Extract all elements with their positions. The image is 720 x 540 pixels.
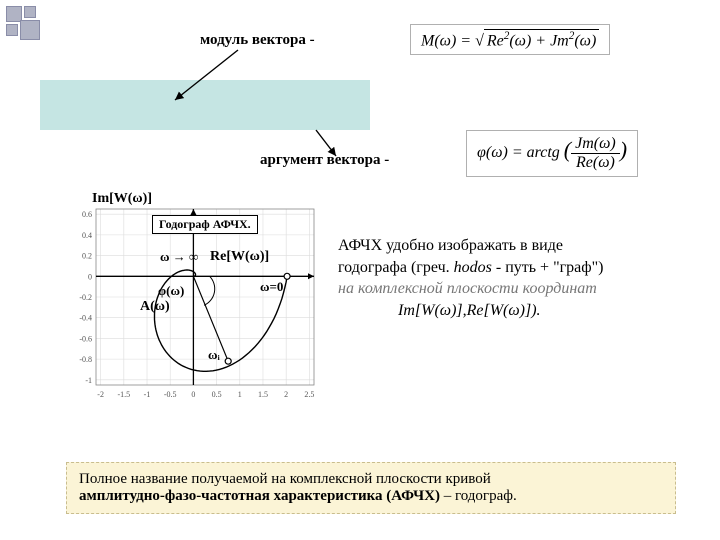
bottom-t3: – годограф. xyxy=(440,488,517,504)
omega-inf-label: ω → ∞ xyxy=(160,249,198,265)
desc-line4: Im[W(ω)],Re[W(ω)]). xyxy=(398,302,541,319)
svg-text:0: 0 xyxy=(191,390,195,399)
a-label: A(ω) xyxy=(140,299,170,315)
bottom-t2: амплитудно-фазо-частотная характеристика… xyxy=(79,488,440,504)
argument-label: аргумент вектора - xyxy=(260,152,389,169)
svg-text:2.5: 2.5 xyxy=(304,390,314,399)
y-axis-label: Im[W(ω)] xyxy=(92,191,152,207)
svg-text:-2: -2 xyxy=(97,390,104,399)
description-text: АФЧХ удобно изображать в виде годографа … xyxy=(338,235,698,321)
corner-decoration xyxy=(6,6,54,54)
svg-text:0.4: 0.4 xyxy=(82,231,92,240)
svg-text:-1: -1 xyxy=(85,376,92,385)
chart-title: Годограф АФЧХ. xyxy=(152,215,258,234)
svg-text:-1.5: -1.5 xyxy=(117,390,130,399)
svg-text:0.6: 0.6 xyxy=(82,210,92,219)
svg-text:-0.6: -0.6 xyxy=(79,334,92,343)
svg-text:1: 1 xyxy=(238,390,242,399)
omega-zero-label: ω=0 xyxy=(260,279,283,295)
svg-text:1.5: 1.5 xyxy=(258,390,268,399)
teal-band xyxy=(40,80,370,130)
svg-text:-0.8: -0.8 xyxy=(79,355,92,364)
modulus-formula: M(ω) = √Re2(ω) + Jm2(ω) xyxy=(410,24,610,55)
svg-text:0: 0 xyxy=(88,272,92,281)
svg-text:2: 2 xyxy=(284,390,288,399)
argument-formula: φ(ω) = arctg (Jm(ω)Re(ω)) xyxy=(466,130,638,177)
svg-text:0.5: 0.5 xyxy=(212,390,222,399)
svg-text:-1: -1 xyxy=(144,390,151,399)
modulus-label: модуль вектора - xyxy=(200,32,315,49)
desc-line2a: годографа (греч. xyxy=(338,259,454,276)
phi-label: φ(ω) xyxy=(158,283,184,299)
svg-text:-0.2: -0.2 xyxy=(79,293,92,302)
hodograph-chart: -2 -1.5 -1 -0.5 0 0.5 1 1.5 2 2.5 -1 -0.8 -0.6 -0.4 -0… xyxy=(60,195,320,405)
desc-line3: на комплексной плоскости координат xyxy=(338,280,597,297)
bottom-definition: Полное название получаемой на комплексно… xyxy=(66,462,676,514)
omega-i-label: ωᵢ xyxy=(208,347,220,363)
svg-text:-0.4: -0.4 xyxy=(79,314,92,323)
desc-line1: АФЧХ удобно изображать в виде xyxy=(338,237,563,254)
svg-text:0.2: 0.2 xyxy=(82,252,92,261)
bottom-t1: Полное название получаемой на комплексно… xyxy=(79,471,491,487)
x-axis-label: Re[W(ω)] xyxy=(210,249,269,265)
desc-line2b: - путь + "граф") xyxy=(492,259,604,276)
desc-line2i: hodos xyxy=(454,259,492,276)
svg-text:-0.5: -0.5 xyxy=(164,390,177,399)
